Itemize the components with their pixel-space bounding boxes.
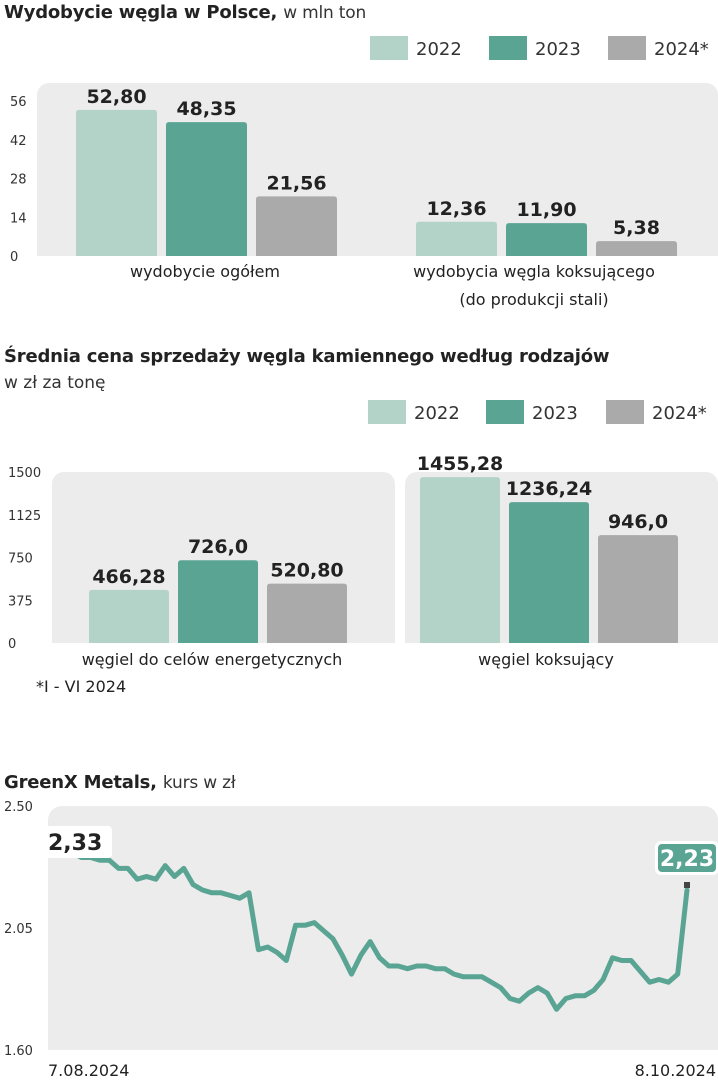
bar-value-label: 21,56 <box>266 172 326 194</box>
line-panel-bg-base <box>48 1036 718 1050</box>
bar-2024-0 <box>256 196 337 256</box>
bar-value-label: 52,80 <box>86 86 146 108</box>
bar-2022-0 <box>76 109 157 256</box>
category-label: wydobycia węgla koksującego <box>413 262 655 281</box>
legend-label-0: 2022 <box>414 403 460 424</box>
legend-swatch-1 <box>486 400 524 424</box>
y-tick-label: 28 <box>10 173 27 188</box>
bar-2023-1 <box>509 502 589 643</box>
legend-swatch-1 <box>489 36 527 60</box>
legend-swatch-0 <box>368 400 406 424</box>
bar-value-label: 726,0 <box>188 536 248 558</box>
price-line <box>69 849 690 1012</box>
legend-label-1: 2023 <box>535 39 581 60</box>
start-value-label: 2,33 <box>48 831 102 856</box>
bar-value-label: 48,35 <box>176 98 236 120</box>
chart3-title: GreenX Metals, kurs w zł <box>4 772 236 793</box>
bar-2023-0 <box>166 122 247 257</box>
category-label: (do produkcji stali) <box>459 290 608 309</box>
x-start-date: 7.08.2024 <box>48 1061 129 1080</box>
bar-value-label: 1236,24 <box>506 478 593 500</box>
bar-value-label: 946,0 <box>608 511 668 533</box>
bar-2024-1 <box>596 241 677 256</box>
bar-value-label: 520,80 <box>270 560 343 582</box>
bar-2024-1 <box>598 535 678 643</box>
category-label: wydobycie ogółem <box>130 262 280 281</box>
bar-2022-1 <box>420 477 500 643</box>
y-tick-label: 2.05 <box>4 922 33 937</box>
chart2-footnote: *I - VI 2024 <box>36 677 127 696</box>
chart2-subtitle: w zł za tonę <box>4 373 106 393</box>
legend-swatch-2 <box>606 400 644 424</box>
legend-label-2: 2024* <box>654 39 709 60</box>
x-end-date: 8.10.2024 <box>635 1061 716 1080</box>
y-tick-label: 42 <box>10 134 27 149</box>
y-tick-label: 1500 <box>8 466 41 481</box>
y-tick-label: 375 <box>8 594 33 609</box>
chart2-title: Średnia cena sprzedaży węgla kamiennego … <box>4 346 610 367</box>
chart1-subtitle: w mln ton <box>283 3 367 23</box>
y-tick-label: 0 <box>10 250 18 265</box>
bar-2023-0 <box>178 560 258 643</box>
y-tick-label: 1.60 <box>4 1044 33 1059</box>
bar-value-label: 1455,28 <box>417 453 504 475</box>
legend-label-2: 2024* <box>652 403 707 424</box>
y-tick-label: 2.50 <box>4 800 33 815</box>
end-point-marker <box>684 882 690 888</box>
bar-value-label: 11,90 <box>516 199 576 221</box>
category-label: węgiel do celów energetycznych <box>82 650 343 669</box>
end-value-label: 2,23 <box>660 847 714 872</box>
end-label-bg <box>658 844 716 872</box>
bar-2022-0 <box>89 589 169 643</box>
y-tick-label: 14 <box>10 211 27 226</box>
bar-2023-1 <box>506 223 587 256</box>
legend-swatch-2 <box>608 36 646 60</box>
y-tick-label: 1125 <box>8 509 41 524</box>
start-label-bg <box>46 826 112 858</box>
y-tick-label: 56 <box>10 95 27 110</box>
category-label: węgiel koksujący <box>478 650 614 669</box>
y-tick-label: 0 <box>8 637 16 652</box>
bar-2022-1 <box>416 221 497 256</box>
bar-value-label: 466,28 <box>92 566 165 588</box>
legend-swatch-0 <box>370 36 408 60</box>
y-tick-label: 750 <box>8 552 33 567</box>
legend-label-1: 2023 <box>532 403 578 424</box>
chart1-title: Wydobycie węgla w Polsce, w mln ton <box>4 2 367 23</box>
line-panel-bg <box>48 806 718 1050</box>
bar-value-label: 12,36 <box>426 198 486 220</box>
bar-value-label: 5,38 <box>613 217 660 239</box>
bar-2024-0 <box>267 583 347 643</box>
chart3-subtitle: kurs w zł <box>162 773 236 793</box>
legend-label-0: 2022 <box>416 39 462 60</box>
